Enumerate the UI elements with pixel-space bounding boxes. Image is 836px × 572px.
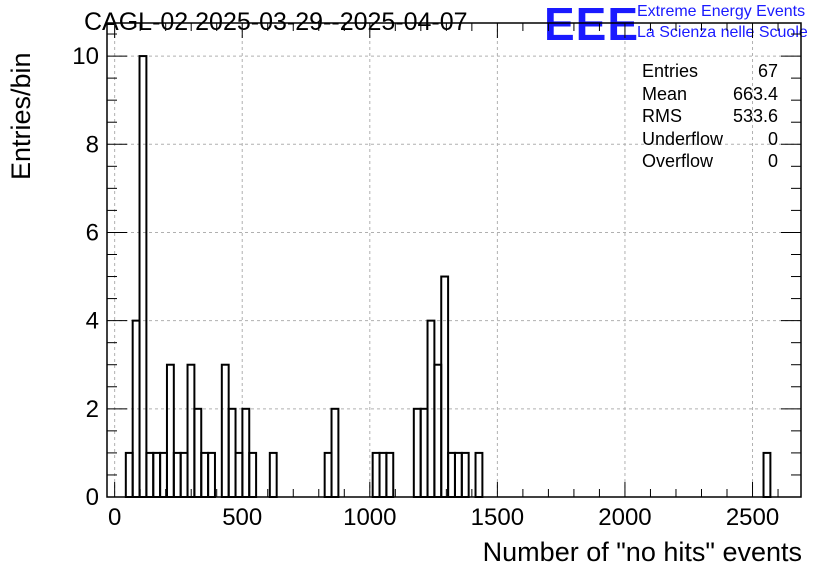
plot-frame — [106, 22, 802, 498]
histogram-bin — [227, 407, 237, 499]
y-tick-label: 0 — [86, 484, 99, 511]
histogram-bin — [440, 275, 450, 498]
logo-caption-2: La Scienza nelle Scuole — [637, 24, 808, 41]
histogram-bin — [323, 451, 333, 499]
histogram-bin — [234, 451, 244, 499]
histogram-bin — [248, 451, 258, 499]
histogram-bin — [241, 407, 251, 499]
histogram-bin — [165, 363, 175, 498]
stats-value: 663.4 — [732, 83, 778, 104]
y-tick-label: 6 — [86, 219, 99, 246]
chart-title: CAGL-02 2025-03-29--2025-04-07 — [84, 8, 468, 36]
histogram-bin — [385, 451, 395, 499]
histogram-bin — [124, 451, 134, 499]
stats-label: RMS — [642, 106, 682, 126]
histogram-bin — [460, 451, 470, 499]
histogram-bin — [138, 55, 148, 499]
stats-row-underflow: Underflow 0 — [642, 128, 778, 151]
stats-row-rms: RMS 533.6 — [642, 105, 778, 128]
histogram-bin — [433, 363, 443, 498]
histogram-bin — [419, 407, 429, 499]
histogram-bin — [179, 451, 189, 499]
x-tick-label: 1000 — [343, 504, 396, 531]
histogram-bin — [193, 407, 203, 499]
stats-label: Overflow — [642, 151, 714, 171]
y-tick-label: 4 — [86, 308, 99, 335]
histogram-bin — [378, 451, 388, 499]
stats-value: 533.6 — [732, 106, 778, 126]
histogram-bin — [447, 451, 456, 499]
y-axis-label: Entries/bin — [6, 52, 36, 180]
y-tick-label: 8 — [86, 131, 99, 158]
stats-box: Entries 67 Mean 663.4 RMS 533.6 Underflo… — [642, 60, 778, 173]
stats-label: Underflow — [642, 128, 724, 149]
x-tick-label: 2000 — [598, 504, 651, 531]
histogram-bin — [371, 451, 381, 499]
histogram-bin — [330, 407, 340, 499]
histogram-bin — [220, 363, 230, 498]
stats-label: Entries — [642, 61, 699, 81]
histogram-bin — [207, 451, 216, 499]
stats-row-overflow: Overflow 0 — [642, 150, 778, 173]
histogram-bin — [186, 363, 196, 498]
eee-logo: EEE — [544, 0, 640, 50]
histogram-bin — [152, 451, 162, 499]
x-tick-label: 2500 — [726, 504, 779, 531]
stats-value: 67 — [757, 61, 778, 81]
stats-label: Mean — [642, 83, 688, 104]
histogram-bin — [453, 451, 463, 499]
y-tick-label: 2 — [86, 396, 99, 423]
x-tick-label: 500 — [222, 504, 262, 531]
histogram-bin — [762, 451, 772, 499]
stats-value: 0 — [767, 151, 778, 171]
y-tick-label: 10 — [72, 43, 99, 70]
logo-caption-1: Extreme Energy Events — [637, 3, 806, 20]
histogram-bin — [412, 407, 422, 499]
histogram-bin — [474, 451, 484, 499]
histogram-bin — [145, 451, 155, 499]
x-tick-label: 1500 — [471, 504, 524, 531]
x-tick-label: 0 — [108, 504, 121, 531]
stats-row-mean: Mean 663.4 — [642, 83, 778, 106]
x-axis-label: Number of "no hits" events — [482, 537, 802, 567]
histogram-bin — [172, 451, 182, 499]
stats-value: 0 — [767, 128, 778, 149]
histogram-bin — [200, 451, 210, 499]
histogram-bin — [268, 451, 278, 499]
stats-row-entries: Entries 67 — [642, 60, 778, 83]
